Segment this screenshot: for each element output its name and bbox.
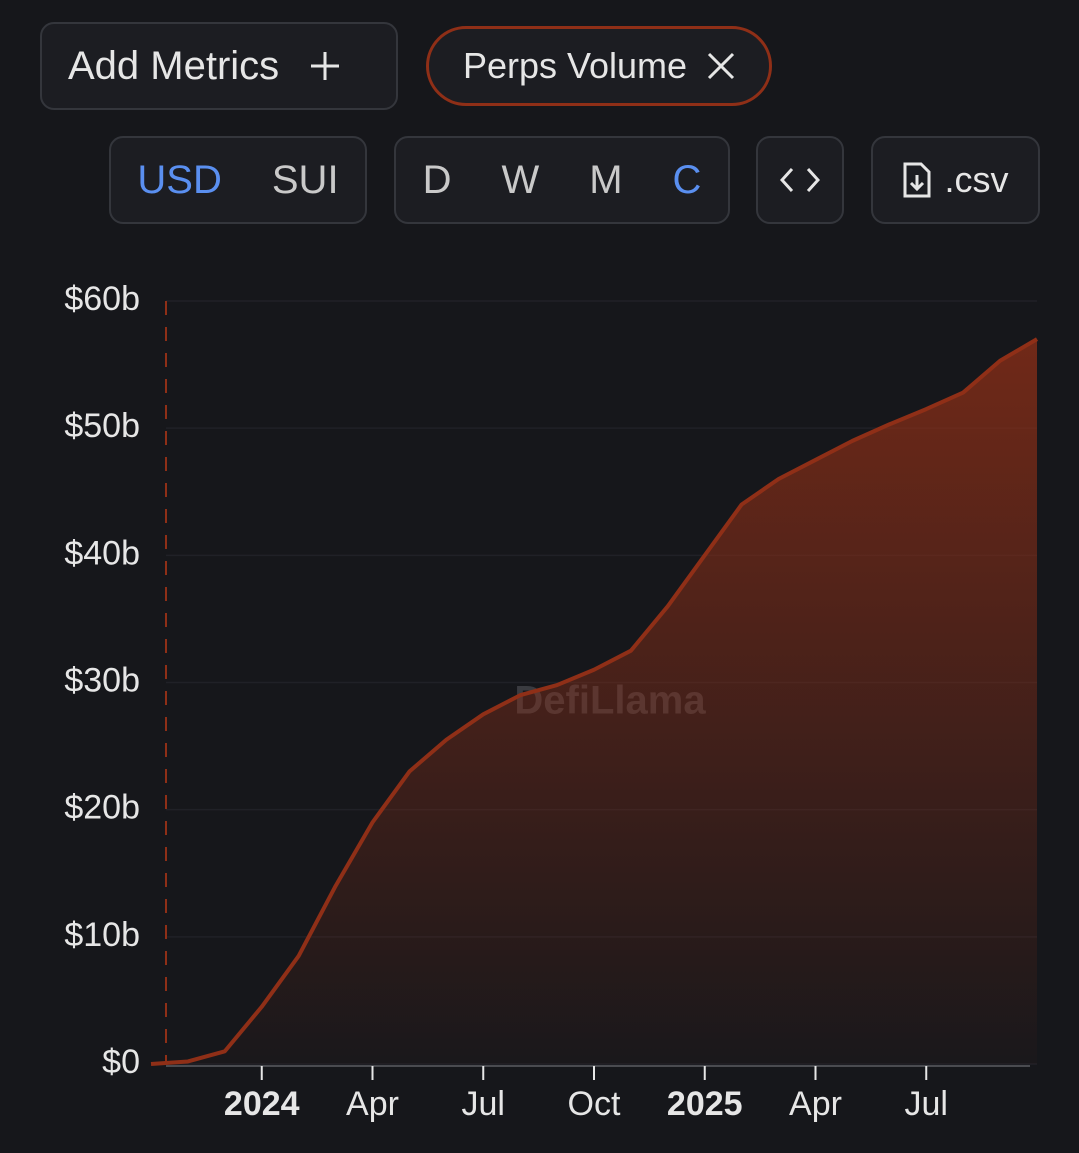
add-metrics-label: Add Metrics [68, 43, 280, 88]
y-tick-label: $20b [64, 789, 140, 827]
x-tick-label: Jul [462, 1085, 505, 1123]
close-icon[interactable] [707, 52, 735, 80]
currency-toggle: USD SUI [109, 136, 367, 224]
embed-icon [780, 167, 820, 193]
y-tick-label: $60b [64, 280, 140, 318]
area [151, 339, 1037, 1064]
plus-icon [311, 52, 340, 80]
y-tick-label: $10b [64, 916, 140, 954]
interval-option[interactable]: W [501, 157, 540, 202]
currency-option[interactable]: SUI [271, 157, 339, 202]
embed-button[interactable] [756, 136, 844, 224]
csv-label: .csv [944, 159, 1009, 200]
y-tick-label: $30b [64, 661, 140, 699]
x-tick-label: 2025 [667, 1085, 743, 1123]
csv-button[interactable]: .csv [871, 136, 1040, 224]
interval-option[interactable]: C [672, 157, 702, 202]
download-icon [903, 162, 931, 198]
y-tick-label: $40b [64, 534, 140, 572]
x-tick-label: Apr [789, 1085, 842, 1123]
x-tick-label: Apr [346, 1085, 399, 1123]
currency-option[interactable]: USD [137, 157, 222, 202]
interval-option[interactable]: D [422, 157, 452, 202]
y-tick-label: $0 [102, 1043, 140, 1081]
metric-chip[interactable]: Perps Volume [426, 26, 772, 106]
x-tick-label: 2024 [224, 1085, 300, 1123]
interval-option[interactable]: M [589, 157, 623, 202]
add-metrics-button[interactable]: Add Metrics [40, 22, 398, 110]
line [150, 337, 1039, 1066]
x-tick-label: Jul [905, 1085, 948, 1123]
y-tick-label: $50b [64, 407, 140, 445]
x-tick-label: Oct [568, 1085, 621, 1123]
metric-chip-label: Perps Volume [462, 45, 688, 86]
